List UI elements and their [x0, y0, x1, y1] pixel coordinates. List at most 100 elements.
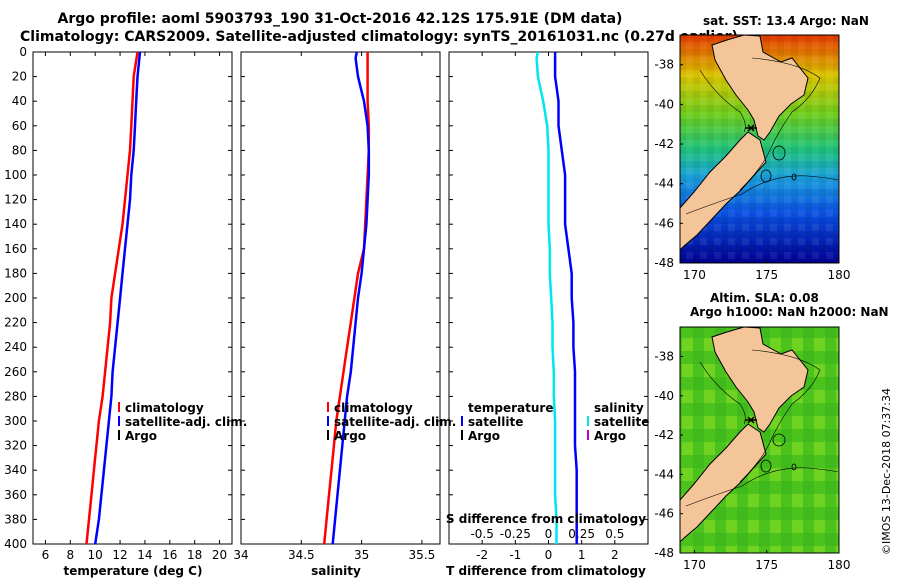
seamount-contour	[760, 169, 772, 183]
sla-map: 170 175 180 -38 -40 -42 -44 -46 -48	[654, 326, 850, 572]
seamount-contour	[772, 145, 786, 161]
x-tick-label: 2	[611, 548, 619, 562]
map-y-tick-label: -38	[654, 58, 674, 72]
sst-map-frame	[679, 34, 840, 264]
map-y-tick-label: -38	[654, 349, 674, 363]
difference-x-axis: -2 -1 0 1 2	[476, 52, 619, 562]
depth-tick-label: 40	[12, 94, 27, 108]
sla-map-title-2: Argo h1000: NaN h2000: NaN	[690, 305, 889, 319]
difference-panel-frame	[448, 51, 649, 545]
depth-tick-label: 60	[12, 119, 27, 133]
depth-tick-label: 200	[4, 291, 27, 305]
temperature-x-axis: 6 8 10 12 14 16 18 20	[42, 52, 227, 562]
map-y-tick-label: -44	[654, 177, 674, 191]
x-tick-label: 34.5	[288, 548, 315, 562]
depth-tick-label: 260	[4, 365, 27, 379]
south-island-land	[680, 423, 767, 543]
difference-legend-salinity: salinity satellite Argo	[587, 401, 649, 443]
temperature-legend: climatology satellite-adj. clim. Argo	[118, 401, 247, 443]
difference-s-axis: -0.5 -0.25 0 0.25 0.5	[470, 527, 624, 541]
map-x-tick-label: 175	[755, 268, 778, 282]
depth-tick-label: 240	[4, 340, 27, 354]
depth-tick-label: 0	[19, 45, 27, 59]
depth-tick-label: 180	[4, 266, 27, 280]
sst-map-title: sat. SST: 13.4 Argo: NaN	[703, 14, 869, 28]
difference-xlabel: T difference from climatology	[446, 564, 646, 578]
legend-heading-temperature: temperature	[468, 401, 553, 415]
map-y-tick-label: -44	[654, 467, 674, 481]
depth-tick-label: 340	[4, 463, 27, 477]
depth-tick-label: 400	[4, 537, 27, 551]
map-y-tick-label: -48	[654, 256, 674, 270]
map-y-tick-label: -46	[654, 507, 674, 521]
seamount-contour	[791, 173, 797, 181]
depth-tick-label: 80	[12, 143, 27, 157]
map-y-tick-label: -40	[654, 97, 674, 111]
series-climatology	[85, 51, 139, 545]
x-tick-label: 16	[162, 548, 177, 562]
map-y-tick-label: -42	[654, 428, 674, 442]
map-y-tick-label: -48	[654, 546, 674, 560]
depth-axis: 0 20 40 60 80 100 120 140 160 180 200 220 240 260 280 3…	[4, 45, 648, 551]
north-island-land	[711, 327, 809, 433]
argo-float-marker	[745, 124, 757, 132]
s-diff-tick-label: 0.25	[568, 527, 595, 541]
s-diff-tick-label: -0.25	[500, 527, 531, 541]
legend-label-t-satellite: satellite	[468, 415, 523, 429]
isobath-contour	[685, 467, 839, 507]
map-x-tick-label: 170	[683, 268, 706, 282]
x-tick-label: 35	[354, 548, 369, 562]
south-island-land	[680, 131, 767, 251]
s-diff-tick-label: 0	[545, 527, 553, 541]
temperature-xlabel: temperature (deg C)	[64, 564, 203, 578]
sst-map: 170 175 180 -38 -40 -42 -44 -46 -48	[654, 34, 851, 282]
isobath-contour	[739, 349, 821, 483]
imos-timestamp: ©IMOS 13-Dec-2018 07:37:34	[880, 388, 893, 555]
depth-tick-label: 120	[4, 193, 27, 207]
x-tick-label: 12	[112, 548, 127, 562]
sla-map-title-1: Altim. SLA: 0.08	[710, 291, 819, 305]
x-tick-label: 35.5	[409, 548, 436, 562]
isobath-contour	[739, 57, 821, 191]
legend-label-t-argo: Argo	[468, 429, 500, 443]
x-tick-label: 10	[88, 548, 103, 562]
depth-tick-label: 20	[12, 70, 27, 84]
title-line-1: Argo profile: aoml 5903793_190 31-Oct-20…	[57, 11, 623, 27]
map-y-tick-label: -42	[654, 137, 674, 151]
sla-map-axes: 170 175 180 -38 -40 -42 -44 -46 -48	[654, 349, 850, 572]
x-tick-label: 20	[212, 548, 227, 562]
legend-label-climatology: climatology	[334, 401, 413, 415]
map-x-tick-label: 170	[683, 558, 706, 572]
x-tick-label: -2	[476, 548, 488, 562]
north-island-land	[711, 35, 809, 141]
legend-label-s-satellite: satellite	[594, 415, 649, 429]
isobath-contour	[699, 361, 746, 425]
isobath-contour	[685, 175, 839, 215]
depth-tick-label: 220	[4, 316, 27, 330]
x-tick-label: 1	[578, 548, 586, 562]
map-x-tick-label: 180	[828, 268, 851, 282]
profile-lines	[85, 51, 578, 545]
x-tick-label: 8	[66, 548, 74, 562]
salinity-xlabel: salinity	[311, 564, 361, 578]
depth-tick-label: 140	[4, 217, 27, 231]
legend-label-s-argo: Argo	[594, 429, 626, 443]
series-satellite-adj-clim-	[331, 51, 371, 545]
s-diff-tick-label: 0.5	[605, 527, 624, 541]
x-tick-label: 34	[233, 548, 248, 562]
seamount-contour	[760, 459, 772, 473]
x-tick-label: 6	[42, 548, 50, 562]
map-y-tick-label: -40	[654, 389, 674, 403]
isobath-contour	[699, 69, 746, 133]
legend-label-climatology: climatology	[125, 401, 204, 415]
x-tick-label: -1	[509, 548, 521, 562]
depth-tick-label: 100	[4, 168, 27, 182]
seamount-contour	[791, 463, 797, 471]
legend-label-satellite: satellite-adj. clim.	[334, 415, 456, 429]
temperature-panel-frame	[32, 51, 233, 545]
argo-position-marker	[745, 124, 757, 132]
salinity-x-axis: 34 34.5 35 35.5	[233, 52, 435, 562]
difference-s-label: S difference from climatology	[446, 512, 646, 526]
difference-legend-temperature: temperature satellite Argo	[461, 401, 553, 443]
